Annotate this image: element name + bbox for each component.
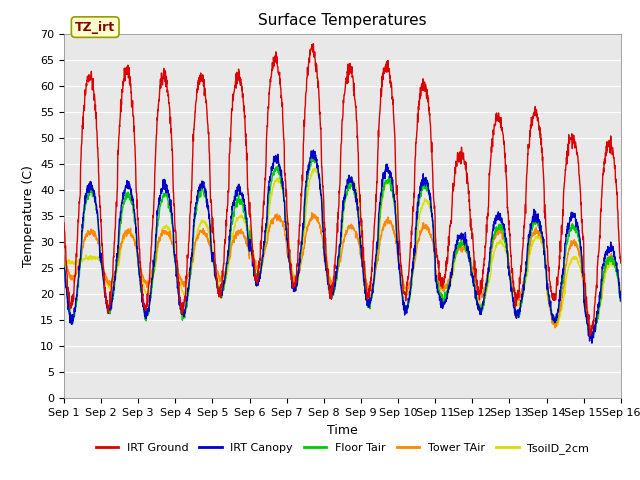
Text: TZ_irt: TZ_irt — [75, 21, 115, 34]
Legend: IRT Ground, IRT Canopy, Floor Tair, Tower TAir, TsoilD_2cm: IRT Ground, IRT Canopy, Floor Tair, Towe… — [91, 439, 594, 458]
Y-axis label: Temperature (C): Temperature (C) — [22, 165, 35, 267]
Title: Surface Temperatures: Surface Temperatures — [258, 13, 427, 28]
X-axis label: Time: Time — [327, 424, 358, 437]
